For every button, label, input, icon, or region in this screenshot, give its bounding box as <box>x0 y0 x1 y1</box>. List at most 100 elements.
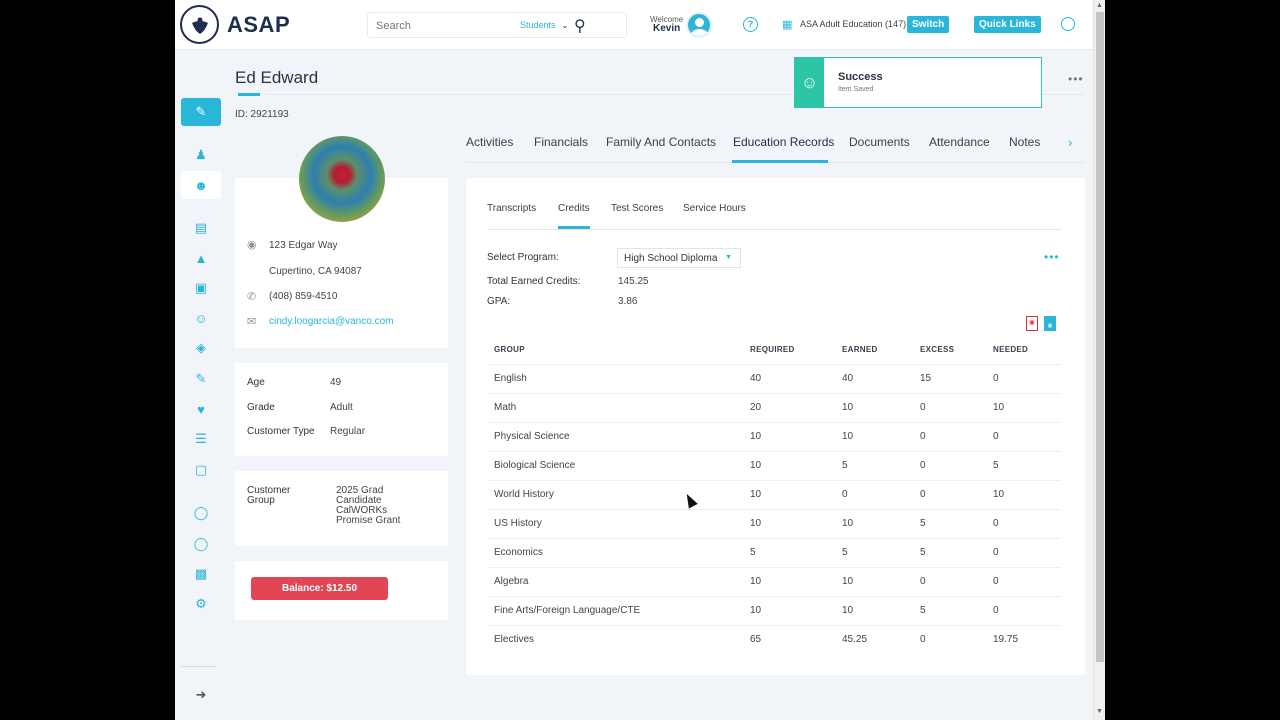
scroll-down-icon[interactable]: ▼ <box>1096 708 1103 715</box>
cell-required: 10 <box>743 480 835 510</box>
search-scope-label: Students <box>520 20 556 30</box>
book-icon[interactable]: ▤ <box>194 220 208 235</box>
tab-notes[interactable]: Notes <box>1009 135 1041 149</box>
quick-links-button[interactable]: Quick Links <box>974 16 1041 33</box>
cell-group: Economics <box>487 538 743 568</box>
tab-activities[interactable]: Activities <box>466 135 514 149</box>
success-toast[interactable]: ☺ Success Item Saved <box>794 57 1042 108</box>
pdf-export-icon[interactable]: ▣ <box>1026 316 1038 331</box>
money-circle-icon[interactable]: ◯ <box>193 536 209 551</box>
cell-required: 10 <box>743 509 835 539</box>
tab-financials[interactable]: Financials <box>534 135 589 149</box>
table-row: Biological Science 10 5 0 5 <box>487 451 1061 481</box>
column-header-earned[interactable]: EARNED <box>835 335 913 365</box>
cell-earned: 5 <box>835 538 913 568</box>
customer-group-value: Candidate <box>336 495 382 506</box>
tab-family-and-contacts[interactable]: Family And Contacts <box>606 135 717 149</box>
cell-group: Biological Science <box>487 451 743 481</box>
column-header-required[interactable]: REQUIRED <box>743 335 835 365</box>
top-header: ASAP Students ⌄ ⚲ Welcome Kevin ? ▦ ASA A… <box>175 0 1093 50</box>
tab-education-records[interactable]: Education Records <box>733 135 835 149</box>
edit-icon[interactable]: ✎ <box>181 98 221 126</box>
excel-export-icon[interactable]: ▣ <box>1044 316 1056 331</box>
grade-label: Grade <box>247 402 275 413</box>
more-options-icon[interactable]: ••• <box>1068 72 1084 86</box>
student-icon[interactable]: ☻ <box>181 171 221 199</box>
search-scope-dropdown[interactable]: Students ⌄ <box>520 20 568 30</box>
cell-excess: 0 <box>913 451 986 481</box>
name-underline <box>238 93 260 96</box>
table-row: Algebra 10 10 0 0 <box>487 567 1061 597</box>
student-id: ID: 2921193 <box>235 109 289 120</box>
customer-group-label-line1: Customer <box>247 485 291 496</box>
student-photo[interactable] <box>299 136 385 222</box>
page-scrollbar[interactable]: ▲ ▼ <box>1093 0 1105 720</box>
customer-type-label: Customer Type <box>247 426 315 437</box>
search-icon[interactable]: ⚲ <box>574 18 586 35</box>
asap-logo-icon[interactable] <box>180 5 219 44</box>
scroll-up-icon[interactable]: ▲ <box>1096 2 1103 9</box>
select-program-label: Select Program: <box>487 252 559 263</box>
caret-down-icon: ▼ <box>725 254 732 261</box>
column-header-needed[interactable]: NEEDED <box>986 335 1061 365</box>
bar-chart-icon[interactable]: ▩ <box>194 566 208 581</box>
cell-needed: 0 <box>986 364 1061 394</box>
switch-button[interactable]: Switch <box>907 16 950 33</box>
document-icon[interactable]: ▣ <box>194 280 208 295</box>
cell-required: 40 <box>743 364 835 394</box>
scrollbar-thumb[interactable] <box>1096 12 1104 662</box>
phone-number: (408) 859-4510 <box>269 291 338 302</box>
welcome-label: Welcome <box>650 15 684 24</box>
table-row: World History 10 0 0 10 <box>487 480 1061 510</box>
cell-needed: 0 <box>986 422 1061 452</box>
tab-documents[interactable]: Documents <box>849 135 910 149</box>
phone-icon: ✆ <box>247 291 257 303</box>
person-badge-icon[interactable]: ♟ <box>195 147 207 162</box>
tab-attendance[interactable]: Attendance <box>929 135 990 149</box>
cell-needed: 0 <box>986 567 1061 597</box>
cell-earned: 10 <box>835 509 913 539</box>
cell-required: 20 <box>743 393 835 423</box>
subtab-transcripts[interactable]: Transcripts <box>487 203 537 214</box>
subtab-service-hours[interactable]: Service Hours <box>683 203 746 214</box>
chevron-right-icon[interactable]: › <box>1068 135 1073 150</box>
dollar-circle-icon[interactable]: ◯ <box>193 505 209 520</box>
table-row: Physical Science 10 10 0 0 <box>487 422 1061 452</box>
table-row: Electives 65 45.25 0 19.75 <box>487 625 1061 654</box>
box-icon[interactable]: ▢ <box>194 462 208 477</box>
program-select[interactable]: High School Diploma ▼ <box>617 248 741 268</box>
column-header-excess[interactable]: EXCESS <box>913 335 986 365</box>
balance-button[interactable]: Balance: $12.50 <box>251 577 388 600</box>
search-input[interactable] <box>376 17 506 35</box>
user-avatar-icon[interactable] <box>686 12 712 38</box>
panel-more-icon[interactable]: ••• <box>1044 250 1060 264</box>
tag-icon[interactable]: ◈ <box>196 340 206 355</box>
subtab-test-scores[interactable]: Test Scores <box>611 203 664 214</box>
gear-icon[interactable]: ⚙ <box>195 596 207 611</box>
cell-required: 10 <box>743 567 835 597</box>
help-icon[interactable]: ? <box>743 17 758 32</box>
balance-card: Balance: $12.50 <box>235 561 448 620</box>
clipboard-icon[interactable]: ☰ <box>195 431 207 446</box>
cell-earned: 10 <box>835 422 913 452</box>
subtab-credits[interactable]: Credits <box>558 203 590 214</box>
global-search: Students ⌄ ⚲ <box>367 12 627 38</box>
graduation-cap-icon[interactable]: ▲ <box>194 250 208 266</box>
user-icon[interactable]: ☺ <box>194 310 208 326</box>
email-link[interactable]: cindy.loogarcia@vanco.com <box>269 316 394 327</box>
logout-icon[interactable]: ➜ <box>195 687 207 702</box>
age-value: 49 <box>330 377 342 388</box>
customer-group-card: Customer Group 2025 Grad Candidate CalWO… <box>235 471 448 546</box>
location-pin-icon: ◉ <box>247 239 257 251</box>
total-credits-label: Total Earned Credits: <box>487 276 581 287</box>
column-header-group[interactable]: GROUP <box>487 335 743 365</box>
age-label: Age <box>247 377 265 388</box>
gpa-value: 3.86 <box>618 296 638 307</box>
table-row: Fine Arts/Foreign Language/CTE 10 10 5 0 <box>487 596 1061 626</box>
form-icon[interactable]: ✎ <box>195 371 207 386</box>
table-row: Economics 5 5 5 0 <box>487 538 1061 568</box>
notification-icon[interactable] <box>1061 17 1075 31</box>
shield-icon[interactable]: ♥ <box>197 401 205 417</box>
customer-type-value: Regular <box>330 426 366 437</box>
organization-icon: ▦ <box>782 19 793 31</box>
